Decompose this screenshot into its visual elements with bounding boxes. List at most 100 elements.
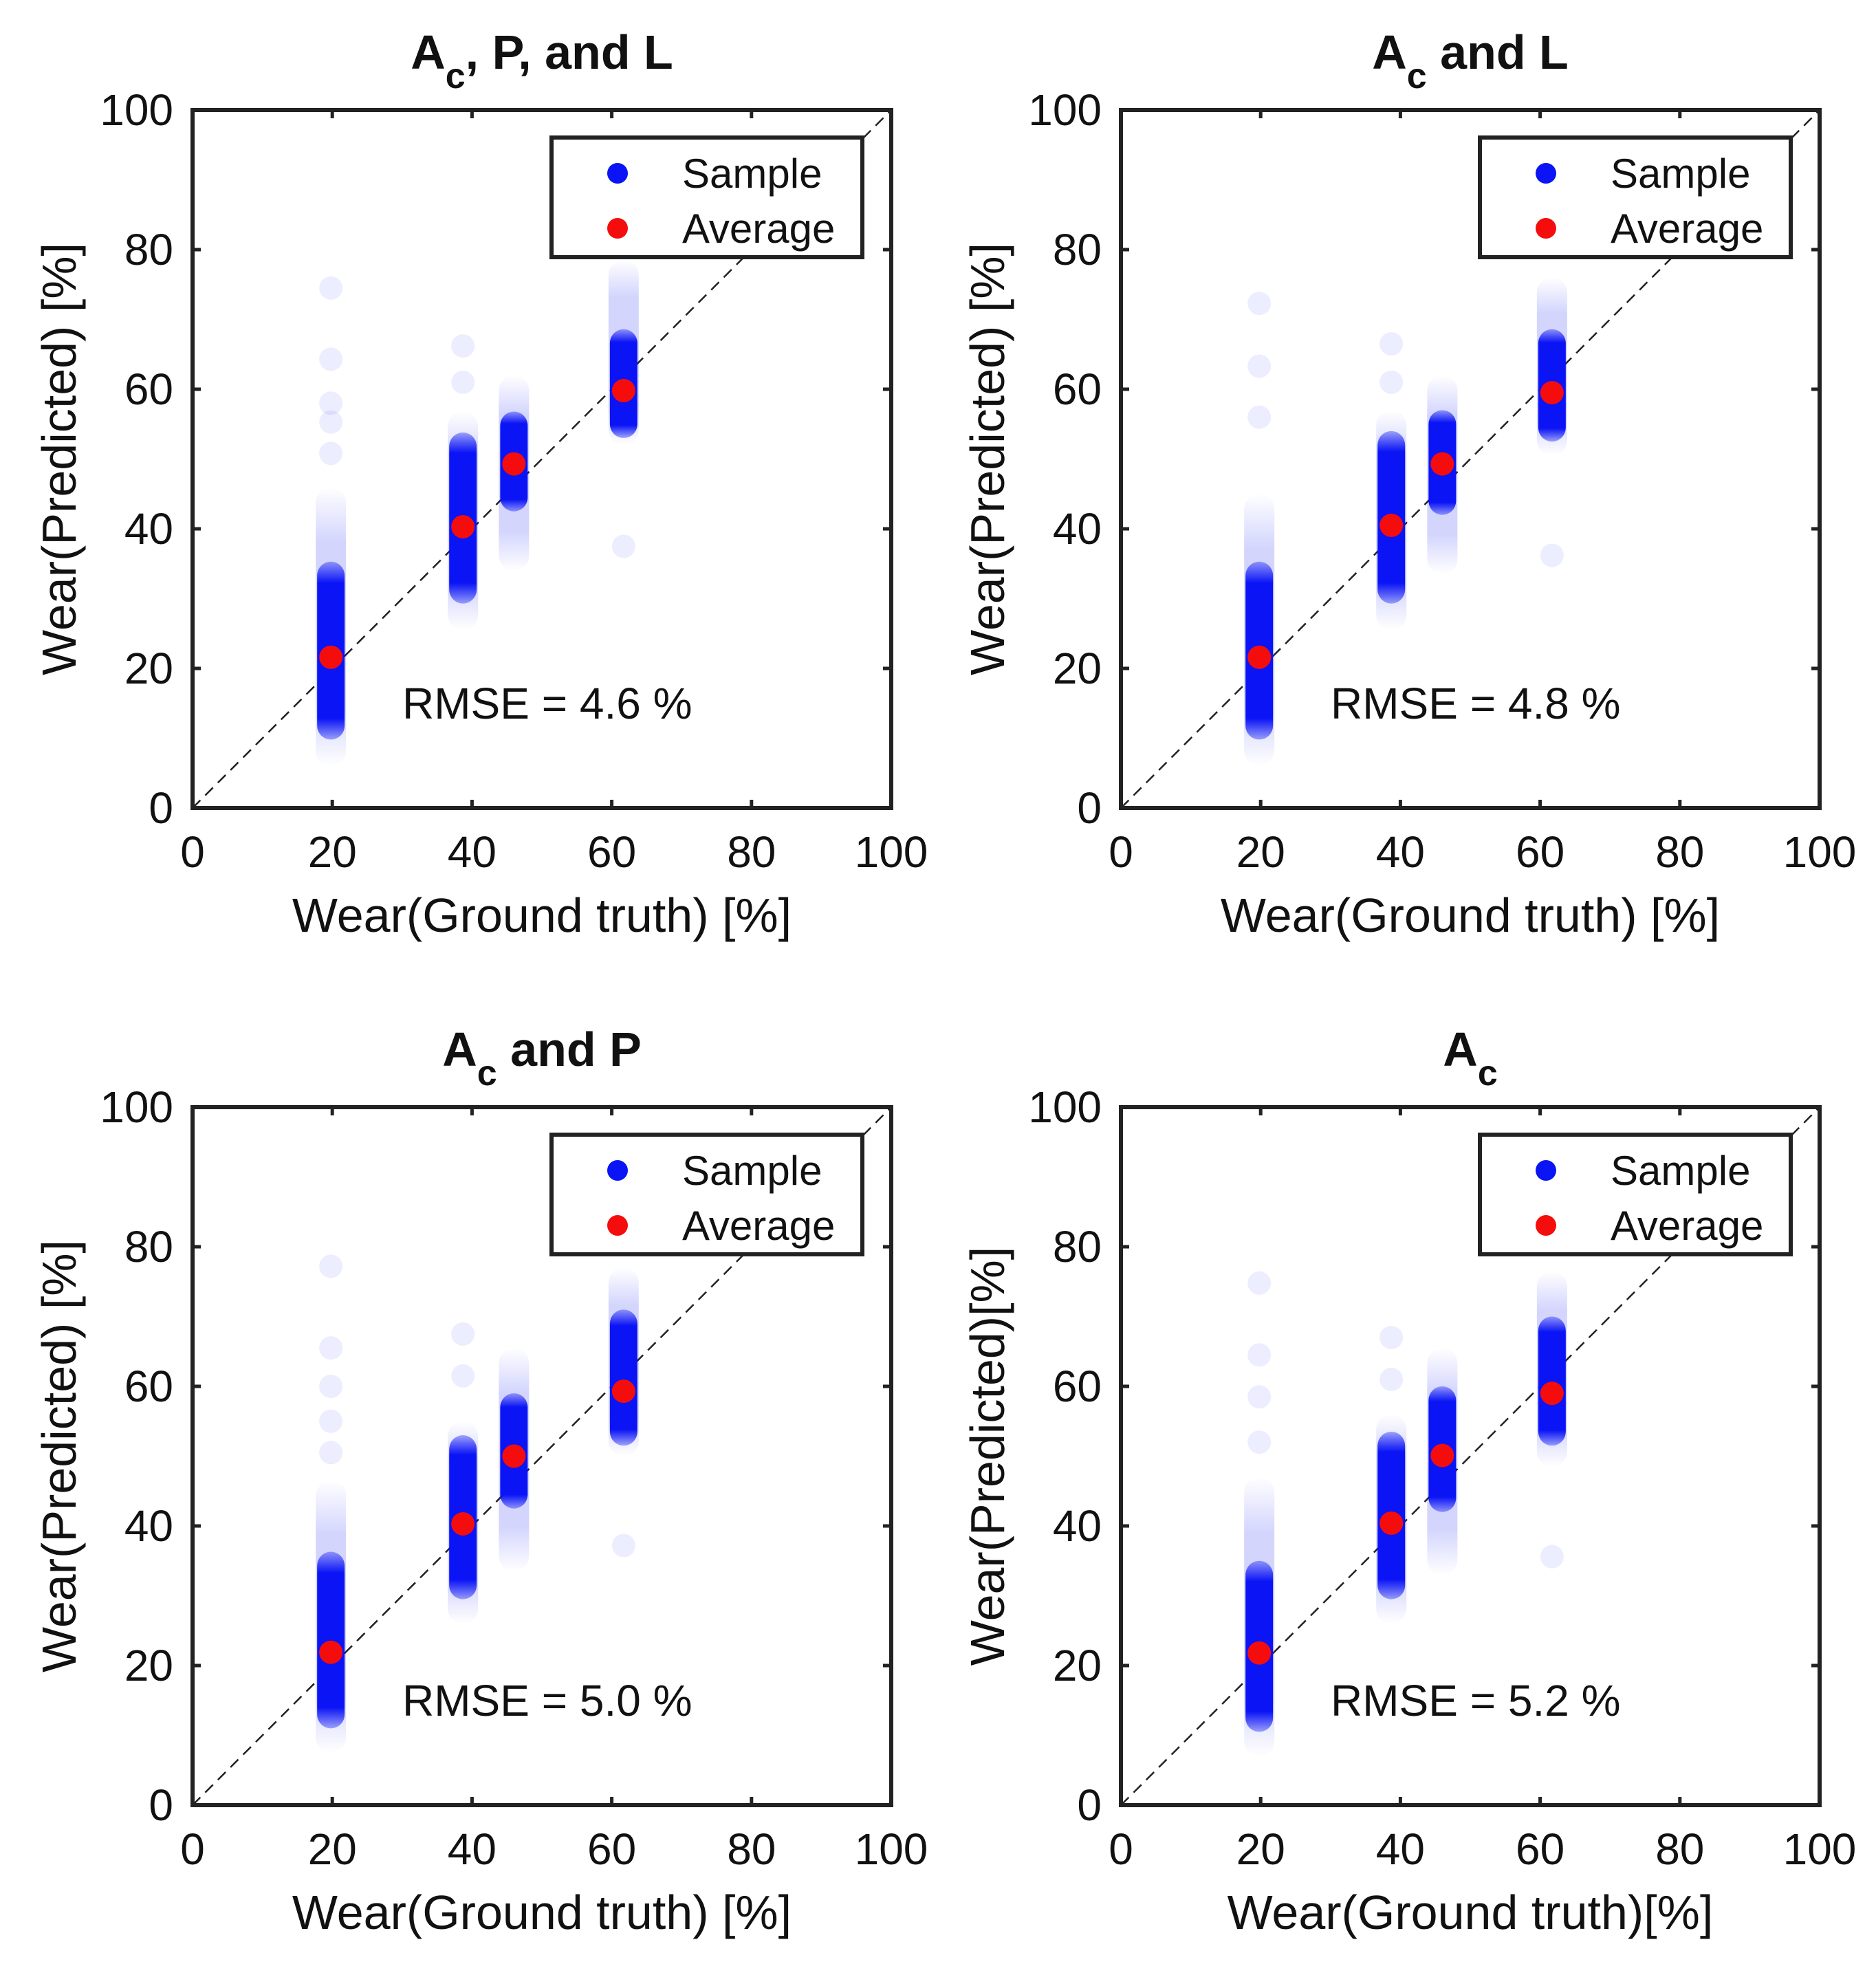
legend-marker-average: [607, 1215, 628, 1236]
legend: Sample Average: [1478, 1133, 1793, 1256]
axes-box: [190, 1105, 893, 1807]
legend-label-sample: Sample: [682, 151, 822, 197]
legend: Sample Average: [1478, 135, 1793, 259]
y-tick-label: 0: [149, 783, 173, 833]
average-point: [611, 1379, 635, 1404]
sample-column-1: [1244, 1271, 1275, 1756]
y-tick-label: 100: [1028, 1082, 1102, 1132]
rmse-annotation: RMSE = 4.8 %: [1331, 679, 1621, 728]
rmse-annotation: RMSE = 4.6 %: [402, 679, 692, 728]
y-tick-label: 0: [1077, 1780, 1102, 1830]
x-axis-label: Wear(Ground truth)[%]: [1228, 1886, 1714, 1939]
sample-outlier-point: [1247, 1343, 1272, 1367]
sample-outlier-point: [1540, 543, 1564, 567]
y-tick-label: 40: [124, 1501, 173, 1551]
y-tick-label: 60: [124, 364, 173, 414]
legend-box: [549, 1133, 864, 1256]
y-tick-label: 40: [124, 504, 173, 554]
y-tick-label: 80: [124, 225, 173, 274]
sample-outlier-point: [319, 441, 343, 466]
sample-outlier-point: [451, 334, 475, 358]
sample-outlier-point: [451, 370, 475, 394]
average-point: [502, 452, 526, 476]
x-tick-label: 20: [1236, 1824, 1285, 1874]
x-tick-label: 80: [727, 827, 776, 877]
average-point: [1540, 381, 1564, 405]
sample-column-1: [316, 1254, 347, 1753]
chart-panel-2: 0 20 40 60 80 100 0 20 40 60 80 100 Wear(Ground trut…: [961, 25, 1856, 942]
y-tick-label: 0: [149, 1780, 173, 1830]
x-tick-label: 100: [855, 1824, 928, 1874]
average-point: [1247, 645, 1272, 669]
x-axis-label: Wear(Ground truth) [%]: [1221, 888, 1720, 942]
y-axis-label: Wear(Predicted) [%]: [32, 243, 86, 675]
y-tick-label: 80: [124, 1222, 173, 1272]
legend-box: [1478, 1133, 1793, 1256]
sample-outlier-point: [1247, 354, 1272, 378]
sample-outlier-point: [319, 1409, 343, 1433]
sample-outlier-point: [319, 1254, 343, 1278]
legend-marker-average: [1536, 1215, 1556, 1236]
sample-outlier-point: [451, 1364, 475, 1388]
y-tick-label: 100: [100, 85, 173, 135]
x-tick-label: 20: [1236, 827, 1285, 877]
x-tick-label: 60: [587, 827, 636, 877]
x-tick-label: 40: [1376, 1824, 1425, 1874]
plot-marks: [1121, 1107, 1820, 1805]
legend-label-sample: Sample: [682, 1148, 822, 1194]
title-main: A: [411, 25, 446, 79]
sample-column-4: [1536, 277, 1567, 567]
x-tick-label: 40: [1376, 827, 1425, 877]
y-tick-label: 40: [1053, 1501, 1102, 1551]
sample-column-2: [1376, 332, 1407, 631]
average-point: [319, 645, 343, 669]
y-tick-label: 20: [1053, 1641, 1102, 1690]
y-tick-label: 20: [124, 1641, 173, 1690]
sample-outlier-point: [1247, 1385, 1272, 1409]
sample-outlier-point: [1379, 370, 1404, 394]
legend-label-average: Average: [1611, 1203, 1763, 1249]
plot-marks: [193, 110, 891, 808]
average-point: [1379, 1511, 1404, 1535]
chart-title: Ac and L: [1372, 25, 1569, 96]
legend-label-average: Average: [1611, 206, 1763, 252]
y-axis-label: Wear(Predicted) [%]: [32, 1240, 86, 1672]
title-rest: and P: [497, 1023, 642, 1076]
x-tick-label: 100: [1783, 1824, 1857, 1874]
sample-core: [317, 1551, 345, 1729]
x-tick-label: 100: [1783, 827, 1857, 877]
y-tick-label: 60: [1053, 364, 1102, 414]
x-tick-label: 20: [308, 827, 357, 877]
legend-label-average: Average: [682, 206, 835, 252]
legend-box: [549, 135, 864, 259]
sample-core: [609, 1309, 637, 1446]
x-tick-label: 40: [448, 827, 497, 877]
sample-outlier-point: [319, 1336, 343, 1360]
sample-column-1: [316, 276, 347, 767]
legend-box: [1478, 135, 1793, 259]
title-subscript: c: [1478, 1054, 1498, 1093]
title-subscript: c: [1407, 56, 1427, 96]
legend-marker-average: [1536, 218, 1556, 239]
axes-box: [1119, 1105, 1822, 1807]
legend-marker-average: [607, 218, 628, 239]
average-point: [1430, 1443, 1454, 1467]
legend-marker-sample: [607, 163, 628, 184]
axes-box: [190, 108, 893, 810]
legend: Sample Average: [549, 135, 864, 259]
sample-outlier-point: [1247, 405, 1272, 429]
x-tick-label: 80: [1655, 827, 1704, 877]
plot-marks: [193, 1107, 891, 1805]
x-tick-label: 60: [1516, 1824, 1564, 1874]
sample-column-2: [448, 334, 479, 631]
chart-title: Ac and P: [442, 1023, 642, 1093]
sample-outlier-point: [319, 1441, 343, 1465]
x-tick-label: 40: [448, 1824, 497, 1874]
sample-outlier-point: [1247, 1430, 1272, 1454]
average-point: [1379, 513, 1404, 537]
sample-column-4: [608, 260, 639, 558]
average-point: [1540, 1382, 1564, 1406]
average-point: [451, 1512, 475, 1536]
y-tick-label: 20: [1053, 644, 1102, 693]
